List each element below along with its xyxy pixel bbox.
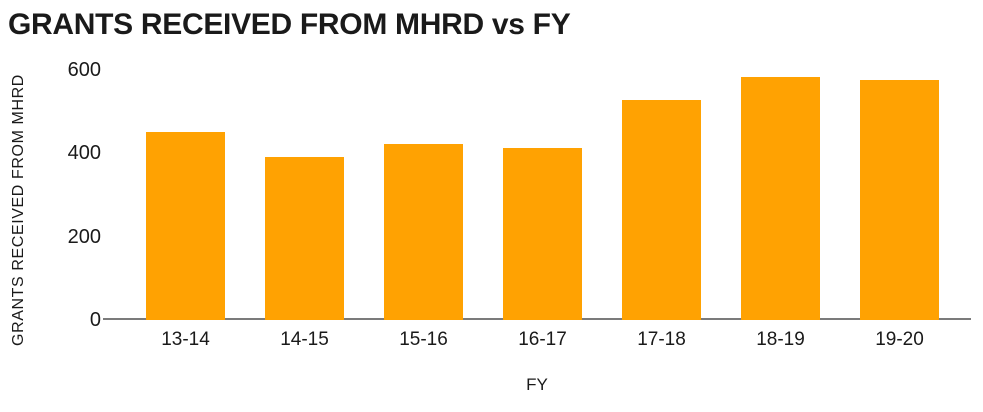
chart-title: GRANTS RECEIVED FROM MHRD vs FY (8, 8, 571, 41)
bar-15-16 (384, 144, 463, 320)
x-tick-label-17-18: 17-18 (637, 329, 686, 350)
bar-13-14 (146, 132, 225, 320)
y-tick-label-600: 600 (67, 59, 101, 81)
x-tick-label-16-17: 16-17 (518, 329, 567, 350)
x-tick-label-14-15: 14-15 (280, 329, 329, 350)
y-axis-ticks: 0 200 400 600 (0, 0, 101, 412)
x-tick-label-13-14: 13-14 (161, 329, 210, 350)
x-tick-label-18-19: 18-19 (756, 329, 805, 350)
bar-18-19 (741, 77, 820, 320)
bar-17-18 (622, 100, 701, 320)
bar-14-15 (265, 157, 344, 320)
bars (146, 70, 939, 320)
bar-16-17 (503, 148, 582, 320)
bar-19-20 (860, 80, 939, 320)
x-axis-ticks: 13-14 14-15 15-16 16-17 17-18 18-19 19-20 (146, 328, 939, 351)
x-tick-label-19-20: 19-20 (875, 329, 924, 350)
y-tick-label-400: 400 (67, 142, 101, 165)
x-axis-title: FY (526, 375, 548, 394)
y-tick-label-0: 0 (89, 309, 101, 331)
y-tick-label-200: 200 (67, 225, 101, 248)
x-tick-label-15-16: 15-16 (399, 329, 448, 350)
